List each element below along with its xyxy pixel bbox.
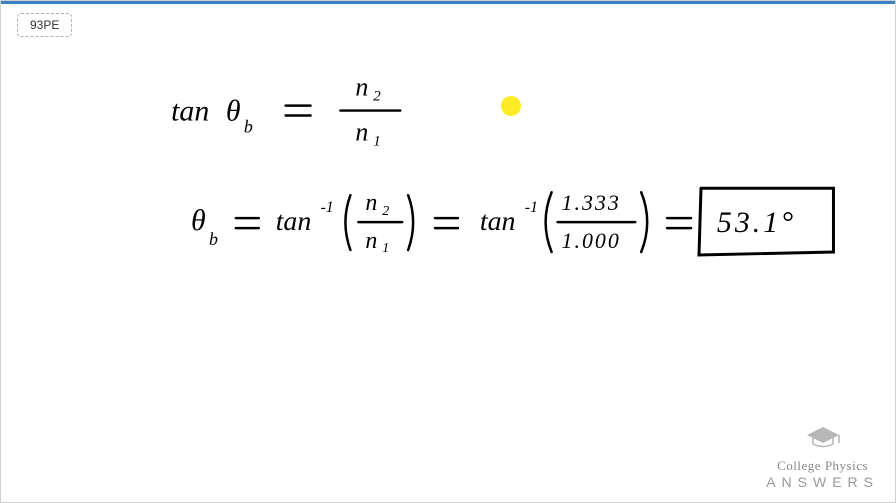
frac2-num: 1.333 [562, 190, 621, 215]
logo-line-1: College Physics [766, 458, 879, 474]
frac1-den-sub: 1 [382, 241, 389, 256]
frac1-den: n [365, 228, 377, 254]
frac1-num-sub: 2 [382, 204, 389, 219]
tan2-exp: -1 [321, 199, 334, 216]
equations-canvas: tan θ b n 2 n 1 θ b tan -1 n 2 n 1 [1, 1, 895, 502]
tan-text: tan [171, 95, 209, 128]
paren-right-1 [408, 195, 413, 250]
frac1-num: n [365, 190, 377, 216]
theta-text: θ [226, 95, 241, 128]
paren-right-2 [641, 192, 647, 252]
equation-line-2: θ b tan -1 n 2 n 1 tan -1 1.33 [191, 188, 833, 256]
logo-line-2: ANSWERS [766, 474, 879, 490]
result-text: 53.1° [717, 206, 796, 239]
n2-sub: 2 [373, 89, 381, 105]
n1-sub: 1 [373, 133, 380, 149]
n1-text: n [355, 117, 368, 146]
paren-left-2 [546, 192, 552, 252]
equation-line-1: tan θ b n 2 n 1 [171, 73, 400, 150]
paren-left-1 [345, 195, 350, 250]
n2-text: n [355, 73, 368, 102]
theta2-text: θ [191, 204, 206, 237]
tan2-text: tan [276, 206, 312, 237]
tan3-text: tan [480, 206, 516, 237]
theta-sub: b [244, 116, 253, 136]
graduation-cap-icon [766, 425, 879, 454]
brand-logo: College Physics ANSWERS [766, 425, 879, 490]
frac2-den: 1.000 [562, 228, 621, 253]
tan3-exp: -1 [525, 199, 538, 216]
theta2-sub: b [209, 229, 218, 249]
